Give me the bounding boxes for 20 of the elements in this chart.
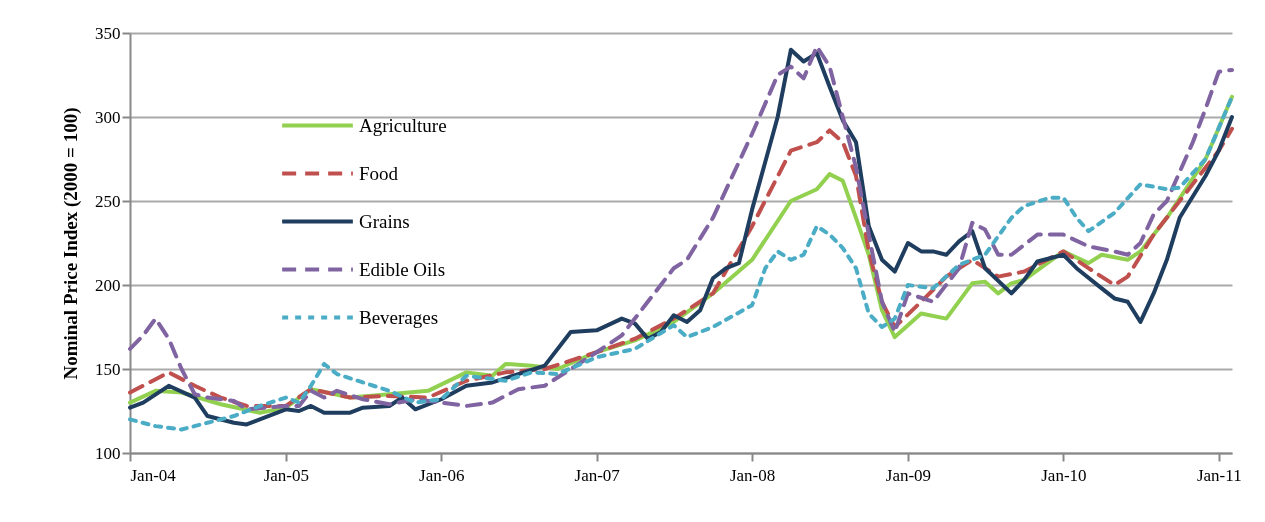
legend-label: Edible Oils [359, 258, 446, 280]
y-tick-label: 300 [95, 107, 121, 127]
y-tick-label: 350 [95, 23, 121, 43]
legend-label: Beverages [359, 306, 439, 328]
y-axis-title: Nominal Price Index (2000 = 100) [60, 107, 82, 380]
x-tick-label: Jan-11 [1196, 465, 1242, 485]
x-tick-label: Jan-08 [729, 465, 776, 485]
legend-label: Food [359, 162, 399, 184]
x-tick-label: Jan-10 [1041, 465, 1087, 485]
x-tick-label: Jan-07 [574, 465, 621, 485]
x-tick-label: Jan-06 [419, 465, 465, 485]
y-tick-label: 100 [95, 443, 121, 463]
legend-label: Grains [359, 210, 410, 232]
y-tick-label: 200 [95, 275, 121, 295]
x-tick-label: Jan-05 [263, 465, 310, 485]
y-tick-label: 250 [95, 191, 121, 211]
legend-label: Agriculture [359, 114, 447, 136]
x-tick-label: Jan-04 [130, 465, 177, 485]
y-tick-label: 150 [95, 359, 121, 379]
x-tick-label: Jan-09 [885, 465, 932, 485]
